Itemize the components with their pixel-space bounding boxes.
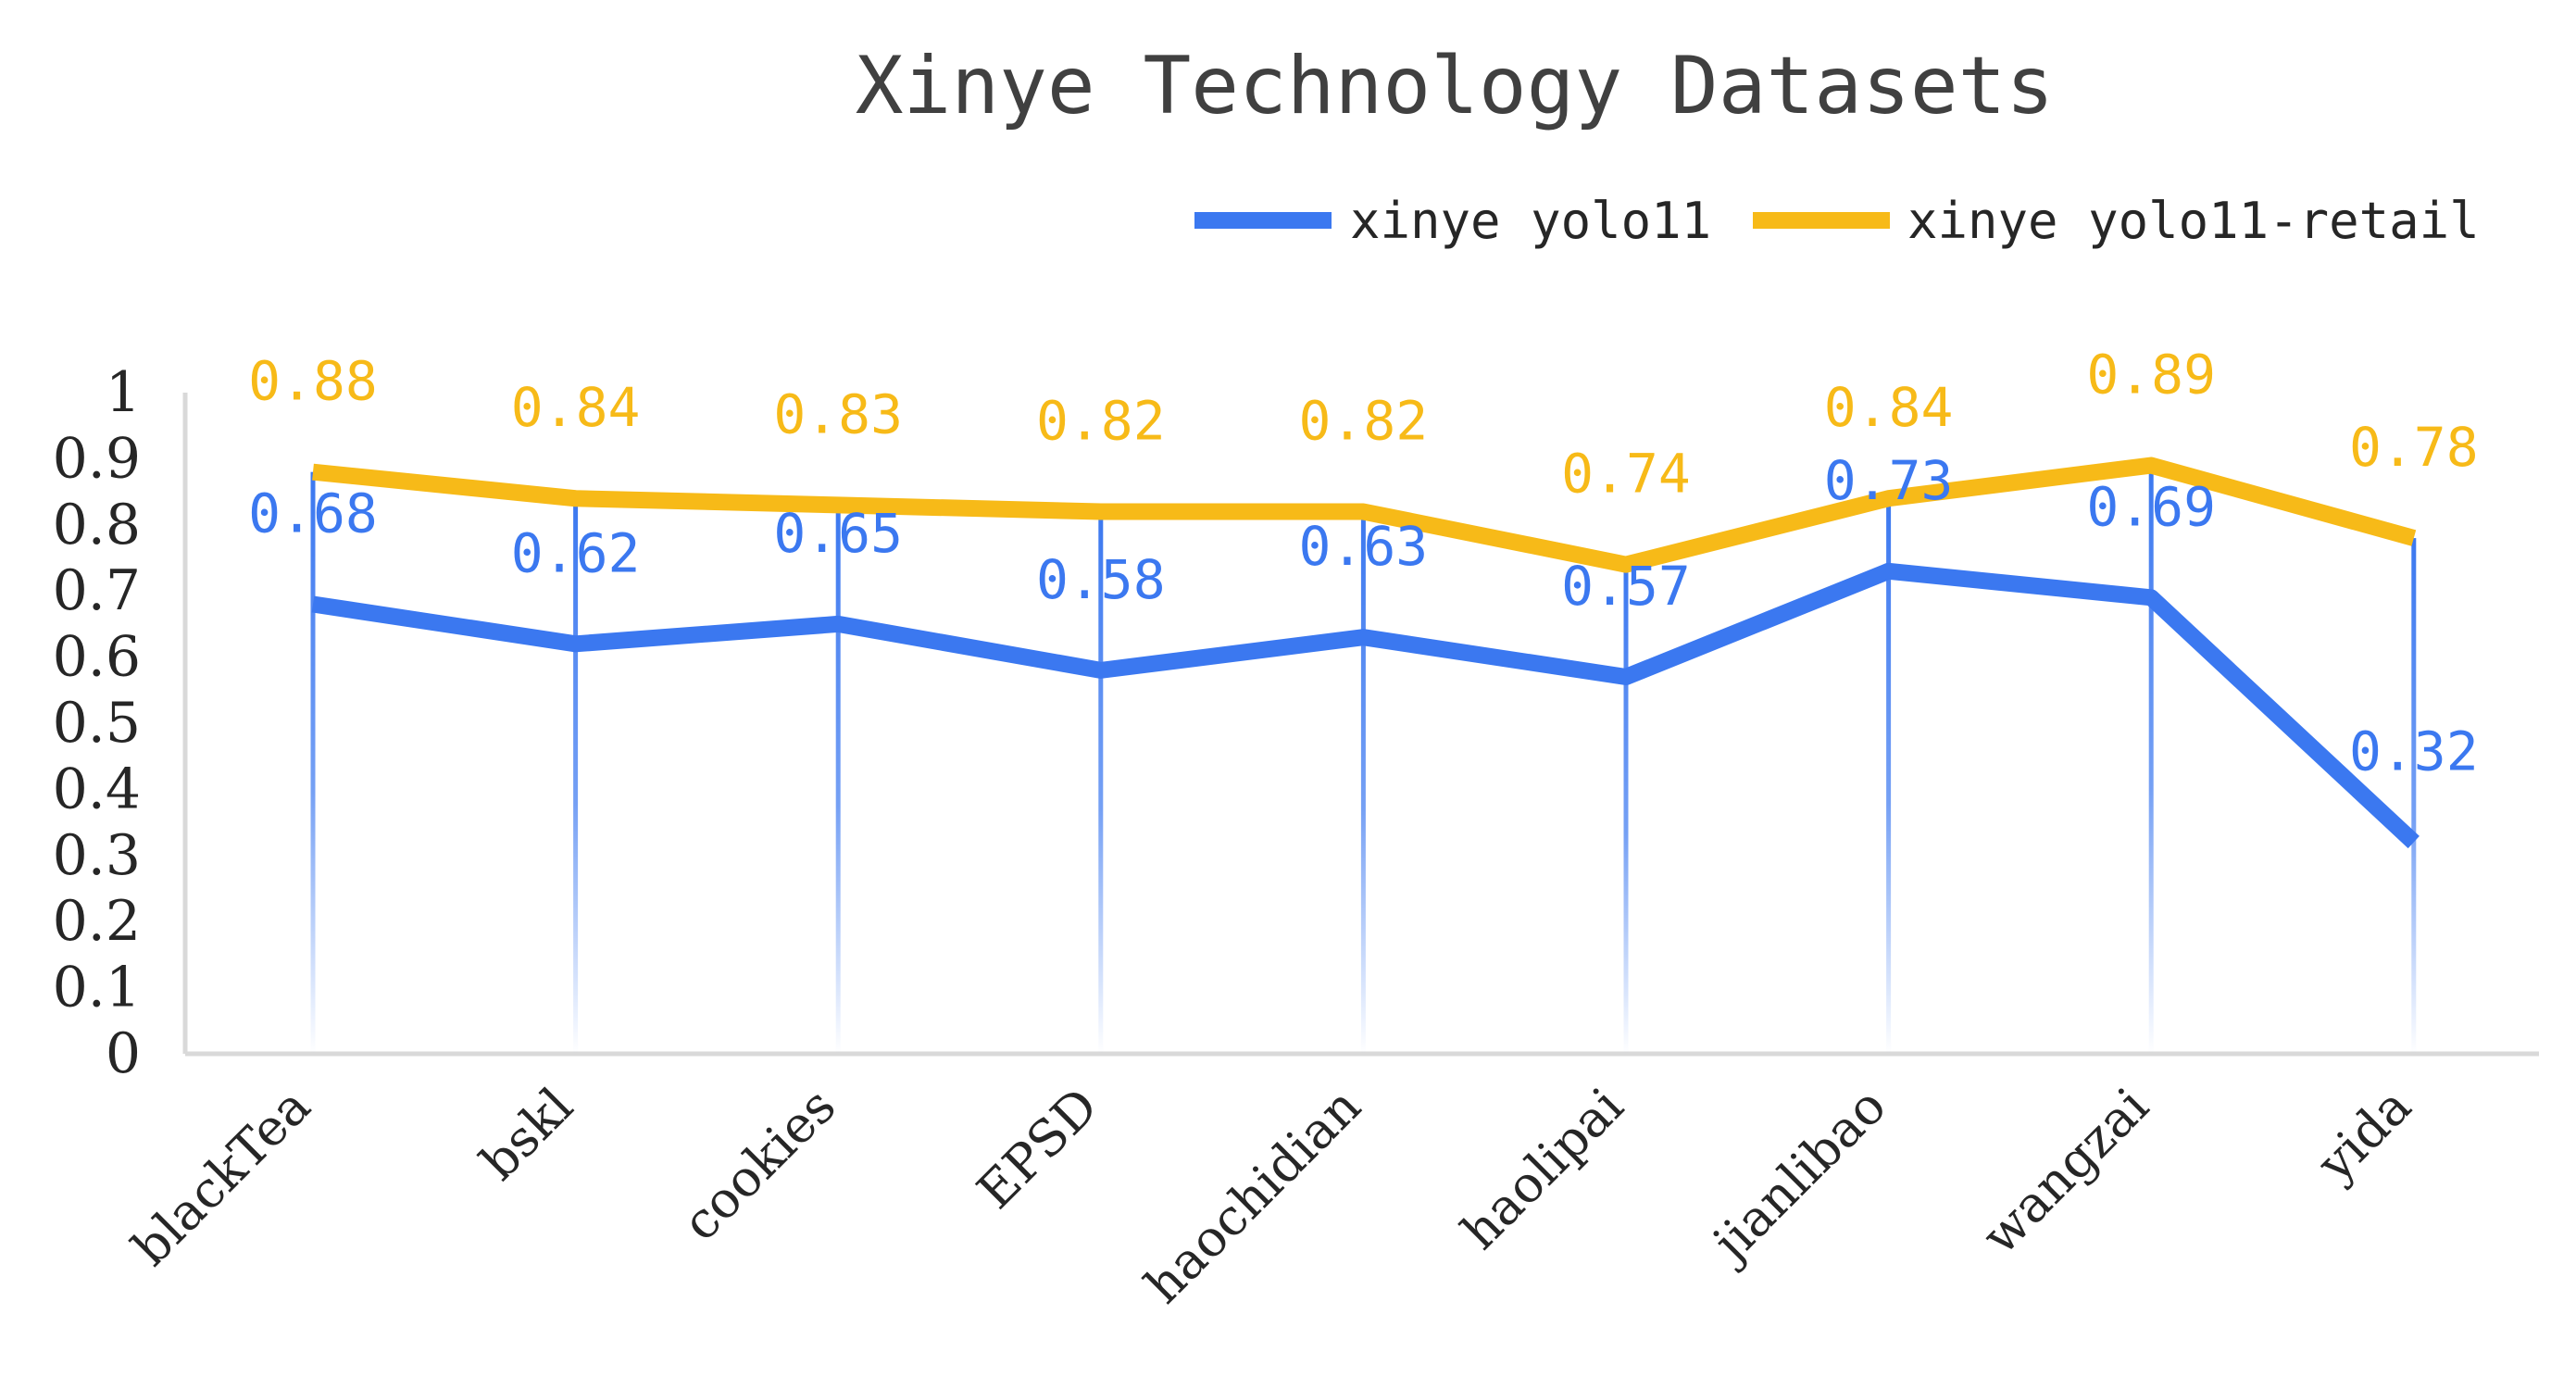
data-label: 0.57 [1561,555,1691,618]
legend-label: xinye yolo11-retail [1907,192,2480,250]
x-tick-label: haolipai [1450,1077,1634,1261]
data-label: 0.63 [1299,515,1429,578]
series-lines [311,457,2420,849]
drop-line [573,498,579,1054]
data-label: 0.83 [773,382,903,445]
y-tick-label: 0.2 [53,889,141,954]
y-tick-label: 0.9 [53,426,141,491]
drop-line [835,505,841,1054]
y-tick-label: 1 [106,360,141,425]
x-tick-label: cookies [671,1077,846,1252]
drop-line [2148,465,2154,1054]
data-label: 0.84 [511,376,641,439]
data-label: 0.89 [2086,344,2216,407]
y-tick-label: 0.4 [53,757,141,821]
y-tick-label: 0.8 [53,493,141,557]
data-label: 0.82 [1299,390,1429,453]
drop-line [2411,538,2417,1054]
legend: xinye yolo11 xinye yolo11-retail [1194,192,2480,250]
y-tick-label: 0 [106,1021,141,1086]
drop-line [310,471,316,1054]
y-tick-label: 0.1 [53,956,141,1020]
legend-swatch [1194,212,1332,229]
series-line-1 [311,562,2420,849]
x-tick-label: haochidian [1133,1077,1371,1315]
chart-title: Xinye Technology Datasets [856,40,2054,132]
data-label: 0.88 [248,350,378,413]
data-label: 0.73 [1824,449,1954,512]
data-label: 0.78 [2349,416,2479,479]
y-tick-label: 0.6 [53,625,141,690]
legend-label: xinye yolo11 [1350,192,1711,250]
data-label: 0.82 [1036,390,1166,453]
x-tick-label: bskl [469,1077,584,1192]
data-label: 0.58 [1036,548,1166,611]
x-tick-label: jianlibao [1698,1077,1897,1276]
data-label: 0.68 [248,482,378,544]
data-labels: 0.68 0.62 0.65 0.58 0.63 0.57 0.73 0.69 0.32 0.88… [248,344,2478,783]
y-tick-label: 0.3 [53,823,141,888]
data-label: 0.62 [511,521,641,584]
data-label: 0.74 [1561,443,1691,506]
x-tick-label: blackTea [121,1077,321,1277]
drop-line [1360,511,1366,1054]
drop-line [1098,511,1104,1054]
data-label: 0.65 [773,502,903,565]
x-tick-label: wangzai [1970,1077,2159,1266]
drop-lines [310,465,2417,1054]
y-tick-label: 0.7 [53,558,141,623]
data-label: 0.32 [2349,720,2479,783]
x-tick-label: EPSD [966,1077,1109,1220]
legend-swatch [1753,212,1890,229]
series-line-2 [312,457,2417,573]
x-tick-label: yida [2306,1077,2422,1194]
y-tick-label: 0.5 [53,691,141,756]
data-label: 0.69 [2086,475,2216,538]
drop-line [1886,498,1892,1054]
data-label: 0.84 [1824,376,1954,439]
drop-line [1623,564,1629,1054]
